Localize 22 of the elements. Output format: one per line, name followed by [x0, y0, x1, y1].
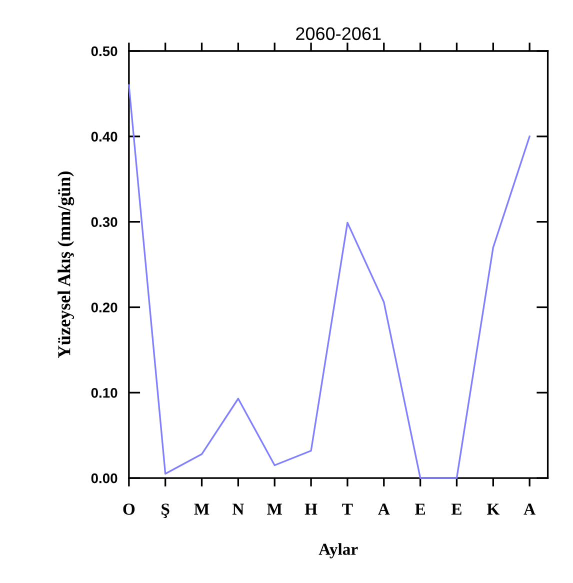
x-tick-label: Ş [162, 504, 170, 518]
y-tick-label: 0.40 [91, 132, 118, 142]
x-tick-label: E [415, 504, 426, 515]
x-axis-title: Aylar [318, 543, 358, 558]
x-tick-label: A [378, 504, 390, 515]
y-tick-label: 0.20 [91, 302, 118, 312]
y-tick-label: 0.50 [91, 46, 118, 56]
x-tick-label: E [451, 504, 462, 515]
x-tick-label: A [524, 504, 536, 515]
x-tick-label: H [304, 504, 318, 515]
x-tick-label: O [123, 504, 135, 515]
chart-title: 2060-2061 [296, 27, 381, 40]
y-tick-label: 0.10 [91, 388, 118, 398]
x-tick-label: K [486, 504, 500, 515]
y-tick-label: 0.00 [91, 473, 118, 484]
x-tick-label: T [342, 504, 353, 515]
y-tick-label: 0.30 [91, 217, 118, 228]
x-tick-label: N [232, 504, 244, 515]
line-series [128, 84, 530, 479]
x-tick-label: M [267, 504, 282, 515]
x-tick-label: M [194, 504, 210, 515]
y-axis-title: Yüzeysel Akış (mm/gün) [58, 172, 74, 358]
